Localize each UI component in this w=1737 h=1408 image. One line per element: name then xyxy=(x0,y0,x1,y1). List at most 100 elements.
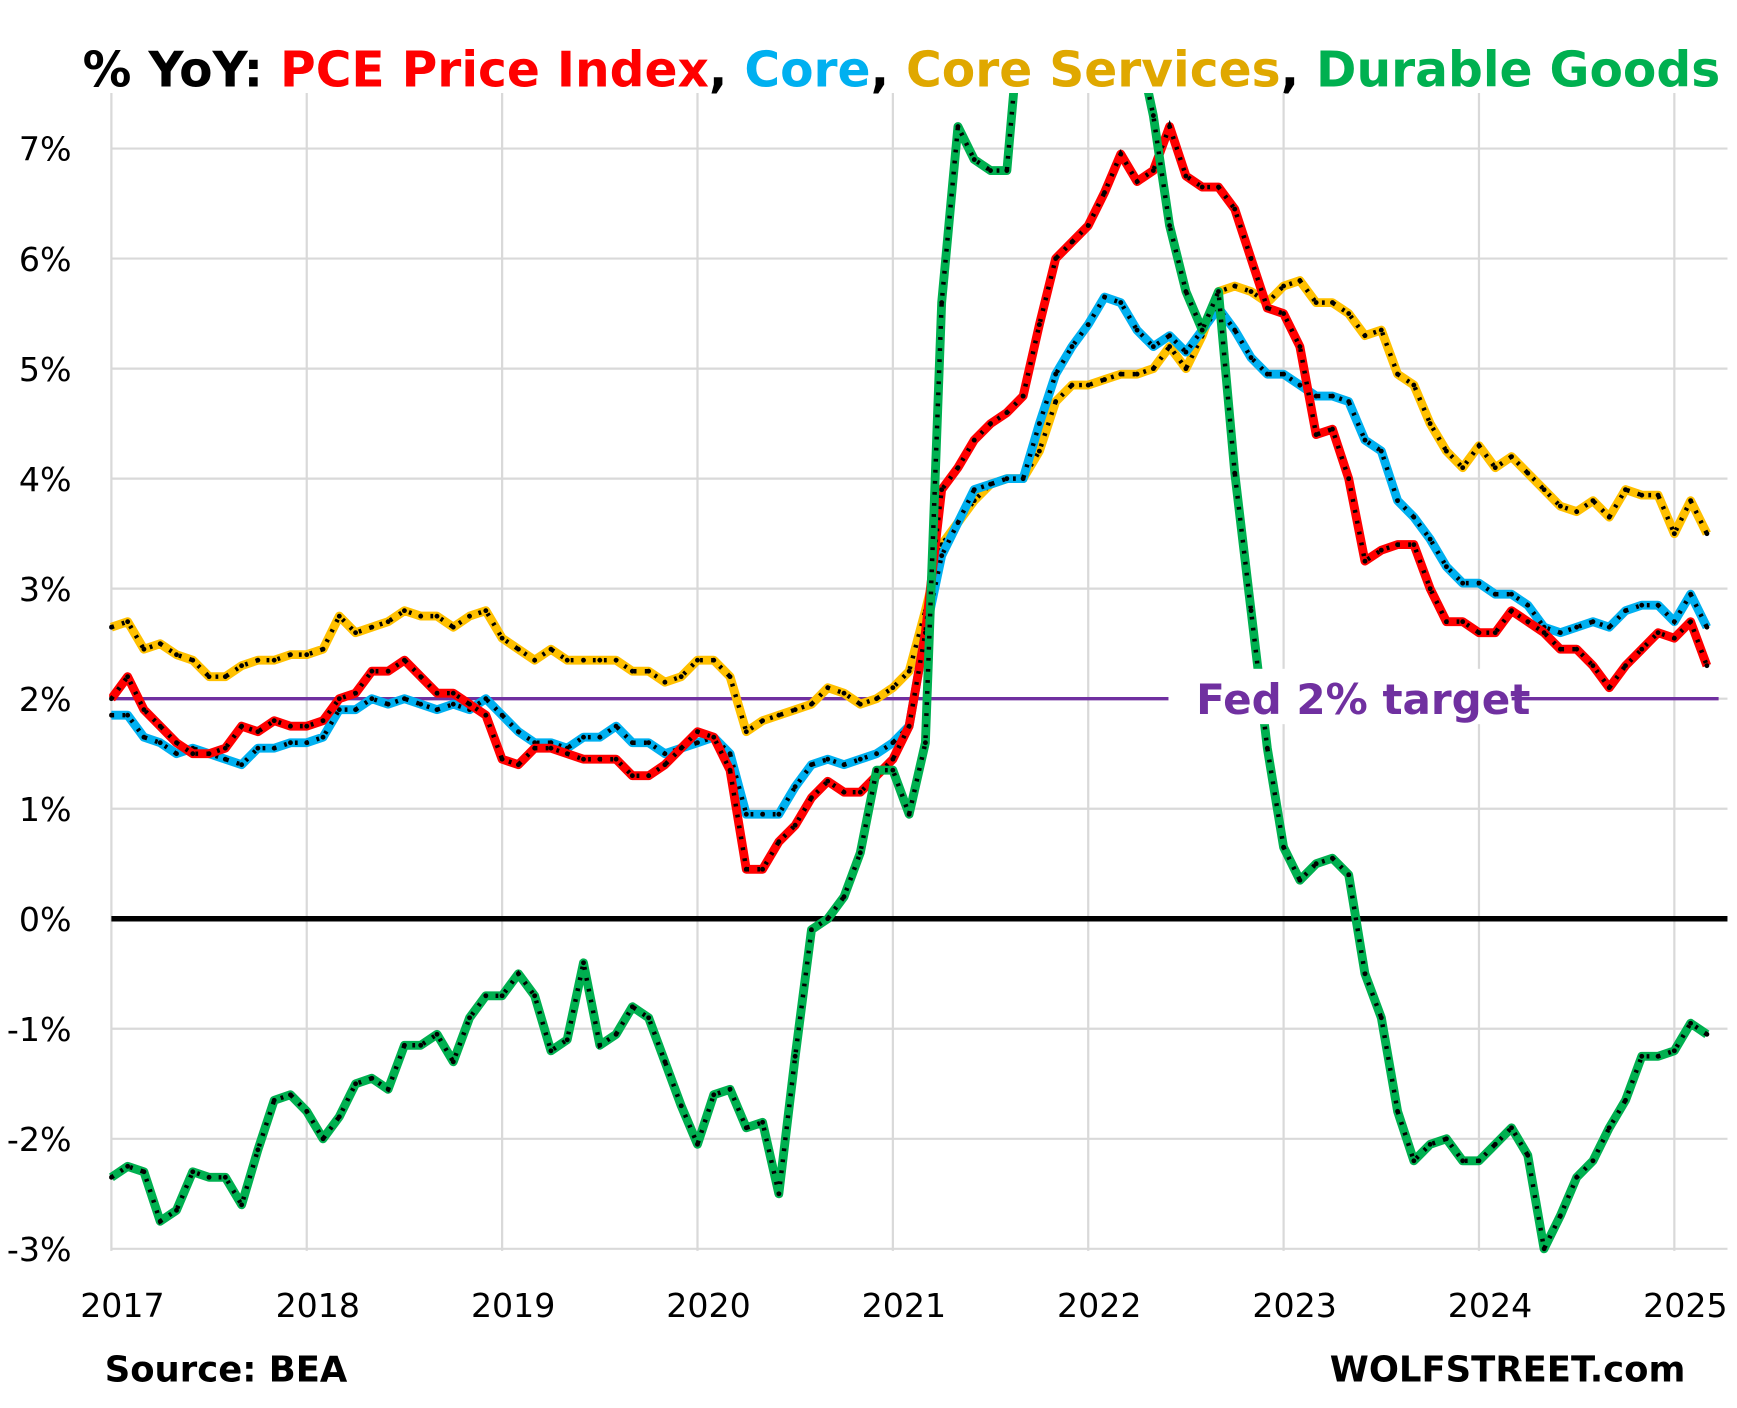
data-point-core-services xyxy=(695,657,700,663)
data-point-pce-price-index xyxy=(678,745,684,751)
data-point-pce-price-index xyxy=(483,712,489,718)
data-point-core-services xyxy=(190,657,196,663)
data-point-pce-price-index xyxy=(1639,646,1645,652)
data-point-pce-price-index xyxy=(1248,256,1254,262)
data-point-durable-goods xyxy=(1525,1152,1531,1158)
data-point-durable-goods xyxy=(450,1059,456,1065)
data-point-core-services xyxy=(1085,382,1091,388)
y-tick-label: 3% xyxy=(19,570,72,609)
data-point-pce-price-index xyxy=(1443,619,1449,625)
data-point-core xyxy=(1378,448,1384,454)
data-point-core xyxy=(483,696,489,702)
data-point-durable-goods xyxy=(1313,861,1319,867)
data-point-pce-price-index xyxy=(1199,184,1205,190)
data-point-core-services xyxy=(336,613,342,619)
data-point-durable-goods xyxy=(1135,36,1140,41)
data-point-core xyxy=(1574,624,1580,630)
data-point-pce-price-index xyxy=(613,756,619,762)
data-point-core-services xyxy=(1671,531,1677,537)
series-dots-core xyxy=(111,294,1709,817)
data-point-pce-price-index xyxy=(222,745,228,751)
data-point-pce-price-index xyxy=(353,690,359,696)
data-point-durable-goods xyxy=(727,1086,733,1092)
x-tick-label: 2020 xyxy=(666,1286,750,1325)
data-point-durable-goods xyxy=(141,1169,147,1175)
data-point-durable-goods xyxy=(271,1097,277,1103)
data-point-pce-price-index xyxy=(206,751,212,757)
y-tick-label: 6% xyxy=(19,240,72,279)
data-point-core-services xyxy=(320,646,326,652)
data-point-durable-goods xyxy=(890,767,896,773)
data-point-core xyxy=(1411,514,1417,520)
data-point-core xyxy=(1036,421,1042,427)
data-point-core xyxy=(1330,393,1335,399)
data-point-pce-price-index xyxy=(1232,206,1238,212)
data-point-core xyxy=(109,712,114,718)
data-point-pce-price-index xyxy=(1297,344,1303,350)
data-point-pce-price-index xyxy=(1346,476,1352,482)
data-point-durable-goods xyxy=(1264,745,1270,751)
data-point-durable-goods xyxy=(548,1048,554,1054)
data-point-core xyxy=(1362,437,1368,443)
data-point-core-services xyxy=(1346,311,1352,317)
title-part: PCE Price Index xyxy=(280,42,709,98)
data-point-core-services xyxy=(1297,278,1303,284)
data-point-core-services xyxy=(206,674,212,680)
data-point-core-services xyxy=(1395,371,1400,377)
data-point-core xyxy=(320,734,326,740)
data-point-pce-price-index xyxy=(1085,223,1091,229)
title-part: Durable Goods xyxy=(1316,42,1720,98)
data-point-durable-goods xyxy=(515,971,521,977)
data-point-pce-price-index xyxy=(1281,311,1287,317)
data-point-core xyxy=(809,762,814,768)
data-point-core-services xyxy=(1655,492,1661,498)
data-point-pce-price-index xyxy=(988,421,993,427)
data-point-core xyxy=(353,707,359,713)
data-point-pce-price-index xyxy=(1655,630,1661,636)
data-point-durable-goods xyxy=(922,740,928,746)
series-line-core xyxy=(111,292,1711,819)
data-point-core xyxy=(385,701,391,707)
data-point-core xyxy=(434,707,440,713)
data-point-pce-price-index xyxy=(1574,646,1580,652)
data-point-core-services xyxy=(1069,382,1075,388)
data-point-pce-price-index xyxy=(125,674,131,680)
data-point-durable-goods xyxy=(613,1031,619,1037)
data-point-core-services xyxy=(1313,300,1319,306)
data-point-pce-price-index xyxy=(304,723,310,729)
data-point-durable-goods xyxy=(971,157,977,162)
data-point-pce-price-index xyxy=(906,723,912,729)
data-point-core-services xyxy=(532,657,538,663)
x-tick-label: 2022 xyxy=(1057,1286,1141,1325)
data-point-core xyxy=(1232,327,1238,333)
data-point-core-services xyxy=(1509,454,1514,460)
y-axis-ticks: 7% 6% 5% 4% 3% 2% 1% 0% -1% -2% -3% xyxy=(7,130,72,1269)
data-point-core-services xyxy=(1557,503,1563,509)
data-point-pce-price-index xyxy=(141,707,147,713)
data-point-core-services xyxy=(792,707,798,713)
data-point-core-services xyxy=(1525,470,1531,476)
data-point-durable-goods xyxy=(483,993,489,999)
data-point-durable-goods xyxy=(1443,1136,1449,1142)
data-point-core-services xyxy=(1036,448,1042,454)
data-point-pce-price-index xyxy=(1053,256,1059,262)
data-point-core-services xyxy=(874,696,880,702)
data-point-pce-price-index xyxy=(1167,124,1173,129)
source-label: Source: BEA xyxy=(105,1349,348,1390)
data-point-core-services xyxy=(499,635,505,641)
data-point-durable-goods xyxy=(1590,1158,1596,1164)
data-point-core xyxy=(255,745,261,751)
data-point-pce-price-index xyxy=(825,778,831,784)
data-point-core xyxy=(825,756,831,762)
data-point-durable-goods xyxy=(581,960,586,966)
data-point-core-services xyxy=(1330,300,1335,306)
data-point-pce-price-index xyxy=(1509,608,1514,614)
y-tick-label: 1% xyxy=(19,790,72,829)
data-point-core xyxy=(450,701,456,707)
data-point-core xyxy=(401,696,407,702)
data-point-core xyxy=(1509,591,1514,597)
data-point-durable-goods xyxy=(1606,1125,1612,1131)
data-point-durable-goods xyxy=(711,1092,717,1098)
data-point-core xyxy=(776,811,782,817)
data-point-pce-price-index xyxy=(1069,239,1075,245)
